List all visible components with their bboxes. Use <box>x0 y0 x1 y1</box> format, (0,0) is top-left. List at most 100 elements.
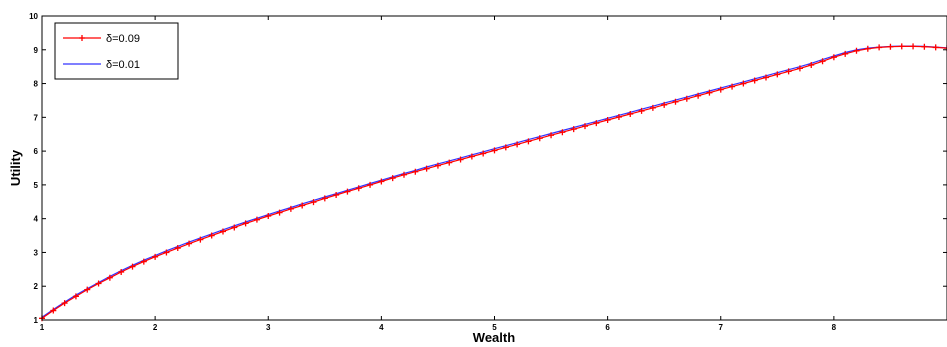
data-point-marker <box>129 263 136 270</box>
data-point-marker <box>140 258 147 265</box>
data-point-marker <box>604 117 611 124</box>
x-tick-label-1: 1 <box>40 323 45 332</box>
data-point-marker <box>808 61 815 68</box>
data-point-marker <box>412 168 419 175</box>
data-point-marker <box>321 195 328 202</box>
x-tick-label-2: 2 <box>153 323 158 332</box>
data-point-marker <box>864 45 871 52</box>
data-point-marker <box>378 178 385 185</box>
y-axis-label: Utility <box>8 149 23 186</box>
data-point-marker <box>186 240 193 247</box>
data-point-marker <box>118 269 125 276</box>
data-point-marker <box>220 228 226 235</box>
data-point-marker <box>853 47 860 54</box>
y-tick-label-2: 2 <box>34 282 39 291</box>
data-point-marker <box>287 205 294 212</box>
plot-frame <box>41 15 947 321</box>
data-point-marker <box>253 216 260 223</box>
data-point-marker <box>661 101 668 108</box>
data-point-marker <box>61 300 68 307</box>
data-point-marker <box>887 43 894 50</box>
x-tick-label-5: 5 <box>492 323 497 332</box>
x-tick-label-6: 6 <box>605 323 610 332</box>
series-markers-1 <box>39 43 947 322</box>
data-point-marker <box>582 123 588 130</box>
data-point-marker <box>50 307 57 314</box>
data-point-marker <box>683 95 690 102</box>
data-point-marker <box>763 74 769 81</box>
data-point-marker <box>785 68 792 75</box>
legend: δ=0.09 δ=0.01 <box>54 22 179 80</box>
data-point-marker <box>72 293 79 300</box>
data-point-marker <box>355 185 362 192</box>
legend-box <box>54 22 179 80</box>
data-point-marker <box>932 44 939 51</box>
data-point-marker <box>774 71 781 78</box>
data-point-marker <box>434 162 441 169</box>
data-point-marker <box>830 54 837 61</box>
data-point-marker <box>95 280 102 287</box>
data-point-marker <box>796 65 803 72</box>
data-point-marker <box>751 77 758 84</box>
data-point-marker <box>570 126 577 133</box>
y-tick-label-7: 7 <box>34 113 39 122</box>
series-layer <box>39 43 947 322</box>
data-point-marker <box>468 153 475 160</box>
plot-background <box>42 16 947 320</box>
data-point-marker <box>672 98 679 105</box>
data-point-marker <box>197 236 204 243</box>
x-tick-label-8: 8 <box>832 323 837 332</box>
data-point-marker <box>491 147 498 154</box>
data-point-marker <box>514 141 521 148</box>
data-point-marker <box>401 171 407 178</box>
data-point-marker <box>389 175 396 182</box>
data-point-marker <box>842 50 849 57</box>
data-point-marker <box>717 86 724 93</box>
data-point-marker <box>706 89 713 96</box>
data-point-marker <box>638 107 645 114</box>
data-point-marker <box>344 188 351 195</box>
data-point-marker <box>310 199 317 206</box>
data-point-marker <box>457 156 464 163</box>
y-tick-label-4: 4 <box>34 215 39 224</box>
legend-label-series-1: δ=0.09 <box>106 33 140 45</box>
data-point-marker <box>740 80 747 87</box>
data-point-marker <box>299 202 306 209</box>
y-tick-label-5: 5 <box>34 181 39 190</box>
data-point-marker <box>944 45 947 52</box>
x-axis-label: Wealth <box>473 330 515 345</box>
data-point-marker <box>921 43 928 50</box>
data-point-marker <box>231 224 238 231</box>
y-tick-label-8: 8 <box>34 80 39 89</box>
y-tick-label-1: 1 <box>34 316 39 325</box>
x-tick-label-3: 3 <box>266 323 271 332</box>
data-point-marker <box>536 135 543 142</box>
legend-label-series-2: δ=0.01 <box>106 59 140 71</box>
data-point-marker <box>423 165 430 172</box>
data-point-marker <box>695 92 702 99</box>
data-point-marker <box>898 43 905 50</box>
data-point-marker <box>446 159 453 166</box>
data-point-marker <box>729 83 736 90</box>
y-tick-label-6: 6 <box>34 147 39 156</box>
data-point-marker <box>163 249 170 256</box>
data-point-marker <box>559 129 566 136</box>
data-point-marker <box>593 120 600 127</box>
data-point-marker <box>819 58 826 65</box>
data-point-marker <box>367 181 374 188</box>
data-point-marker <box>649 104 656 111</box>
data-point-marker <box>627 110 634 117</box>
y-tick-label-9: 9 <box>34 46 39 55</box>
data-point-marker <box>106 274 113 281</box>
data-point-marker <box>242 220 249 227</box>
data-point-marker <box>84 286 91 293</box>
data-point-marker <box>208 232 215 239</box>
data-point-marker <box>174 245 181 252</box>
data-point-marker <box>910 43 917 50</box>
data-point-marker <box>265 212 272 219</box>
data-point-marker <box>525 138 532 145</box>
legend-plus-marker <box>79 35 85 41</box>
data-point-marker <box>876 44 883 51</box>
y-tick-label-10: 10 <box>29 12 38 21</box>
